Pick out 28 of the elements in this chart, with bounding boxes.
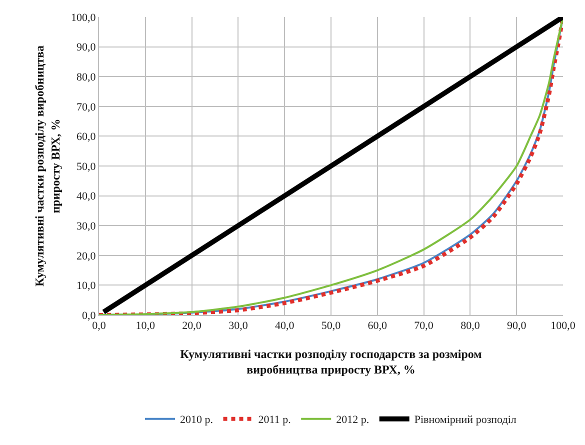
x-tick-label: 20,0 [182, 320, 202, 332]
y-tick-label: 90,0 [76, 42, 96, 54]
legend-label: 2011 р. [258, 414, 292, 426]
x-tick-label: 60,0 [368, 320, 388, 332]
y-tick-label: 70,0 [76, 101, 96, 114]
x-tick-label: 10,0 [136, 320, 156, 332]
legend-label: 2012 р. [336, 414, 370, 426]
y-tick-label: 50,0 [76, 160, 96, 173]
x-tick-label: 70,0 [414, 320, 434, 332]
x-tick-label: 40,0 [274, 320, 295, 332]
y-axis-title: Кумулятивні частки розподілу виробництва приросту ВРХ, % [32, 45, 62, 287]
y-tick-label: 60,0 [76, 131, 96, 144]
x-tick-label: 0,0 [92, 320, 106, 332]
y-tick-label: 40,0 [76, 190, 96, 203]
x-axis-title: Кумулятивні частки розподілу господарств за розміром виробництва приросту ВРХ, % [180, 347, 482, 377]
y-tick-label: 20,0 [76, 250, 96, 262]
x-tick-label: 90,0 [506, 320, 527, 332]
x-tick-label: 50,0 [321, 320, 342, 332]
x-tick-label: 80,0 [460, 320, 480, 332]
x-tick-label: 100,0 [550, 320, 576, 332]
y-tick-label: 80,0 [76, 71, 96, 84]
legend-label: 2010 р. [180, 414, 214, 426]
y-tick-label: 30,0 [76, 220, 96, 232]
y-tick-label: 100,0 [71, 12, 96, 24]
legend-label: Рівномірний розподіл [414, 414, 517, 426]
y-tick-label: 10,0 [76, 280, 96, 292]
y-tick-label: 0,0 [82, 310, 96, 322]
x-tick-label: 30,0 [228, 320, 248, 332]
